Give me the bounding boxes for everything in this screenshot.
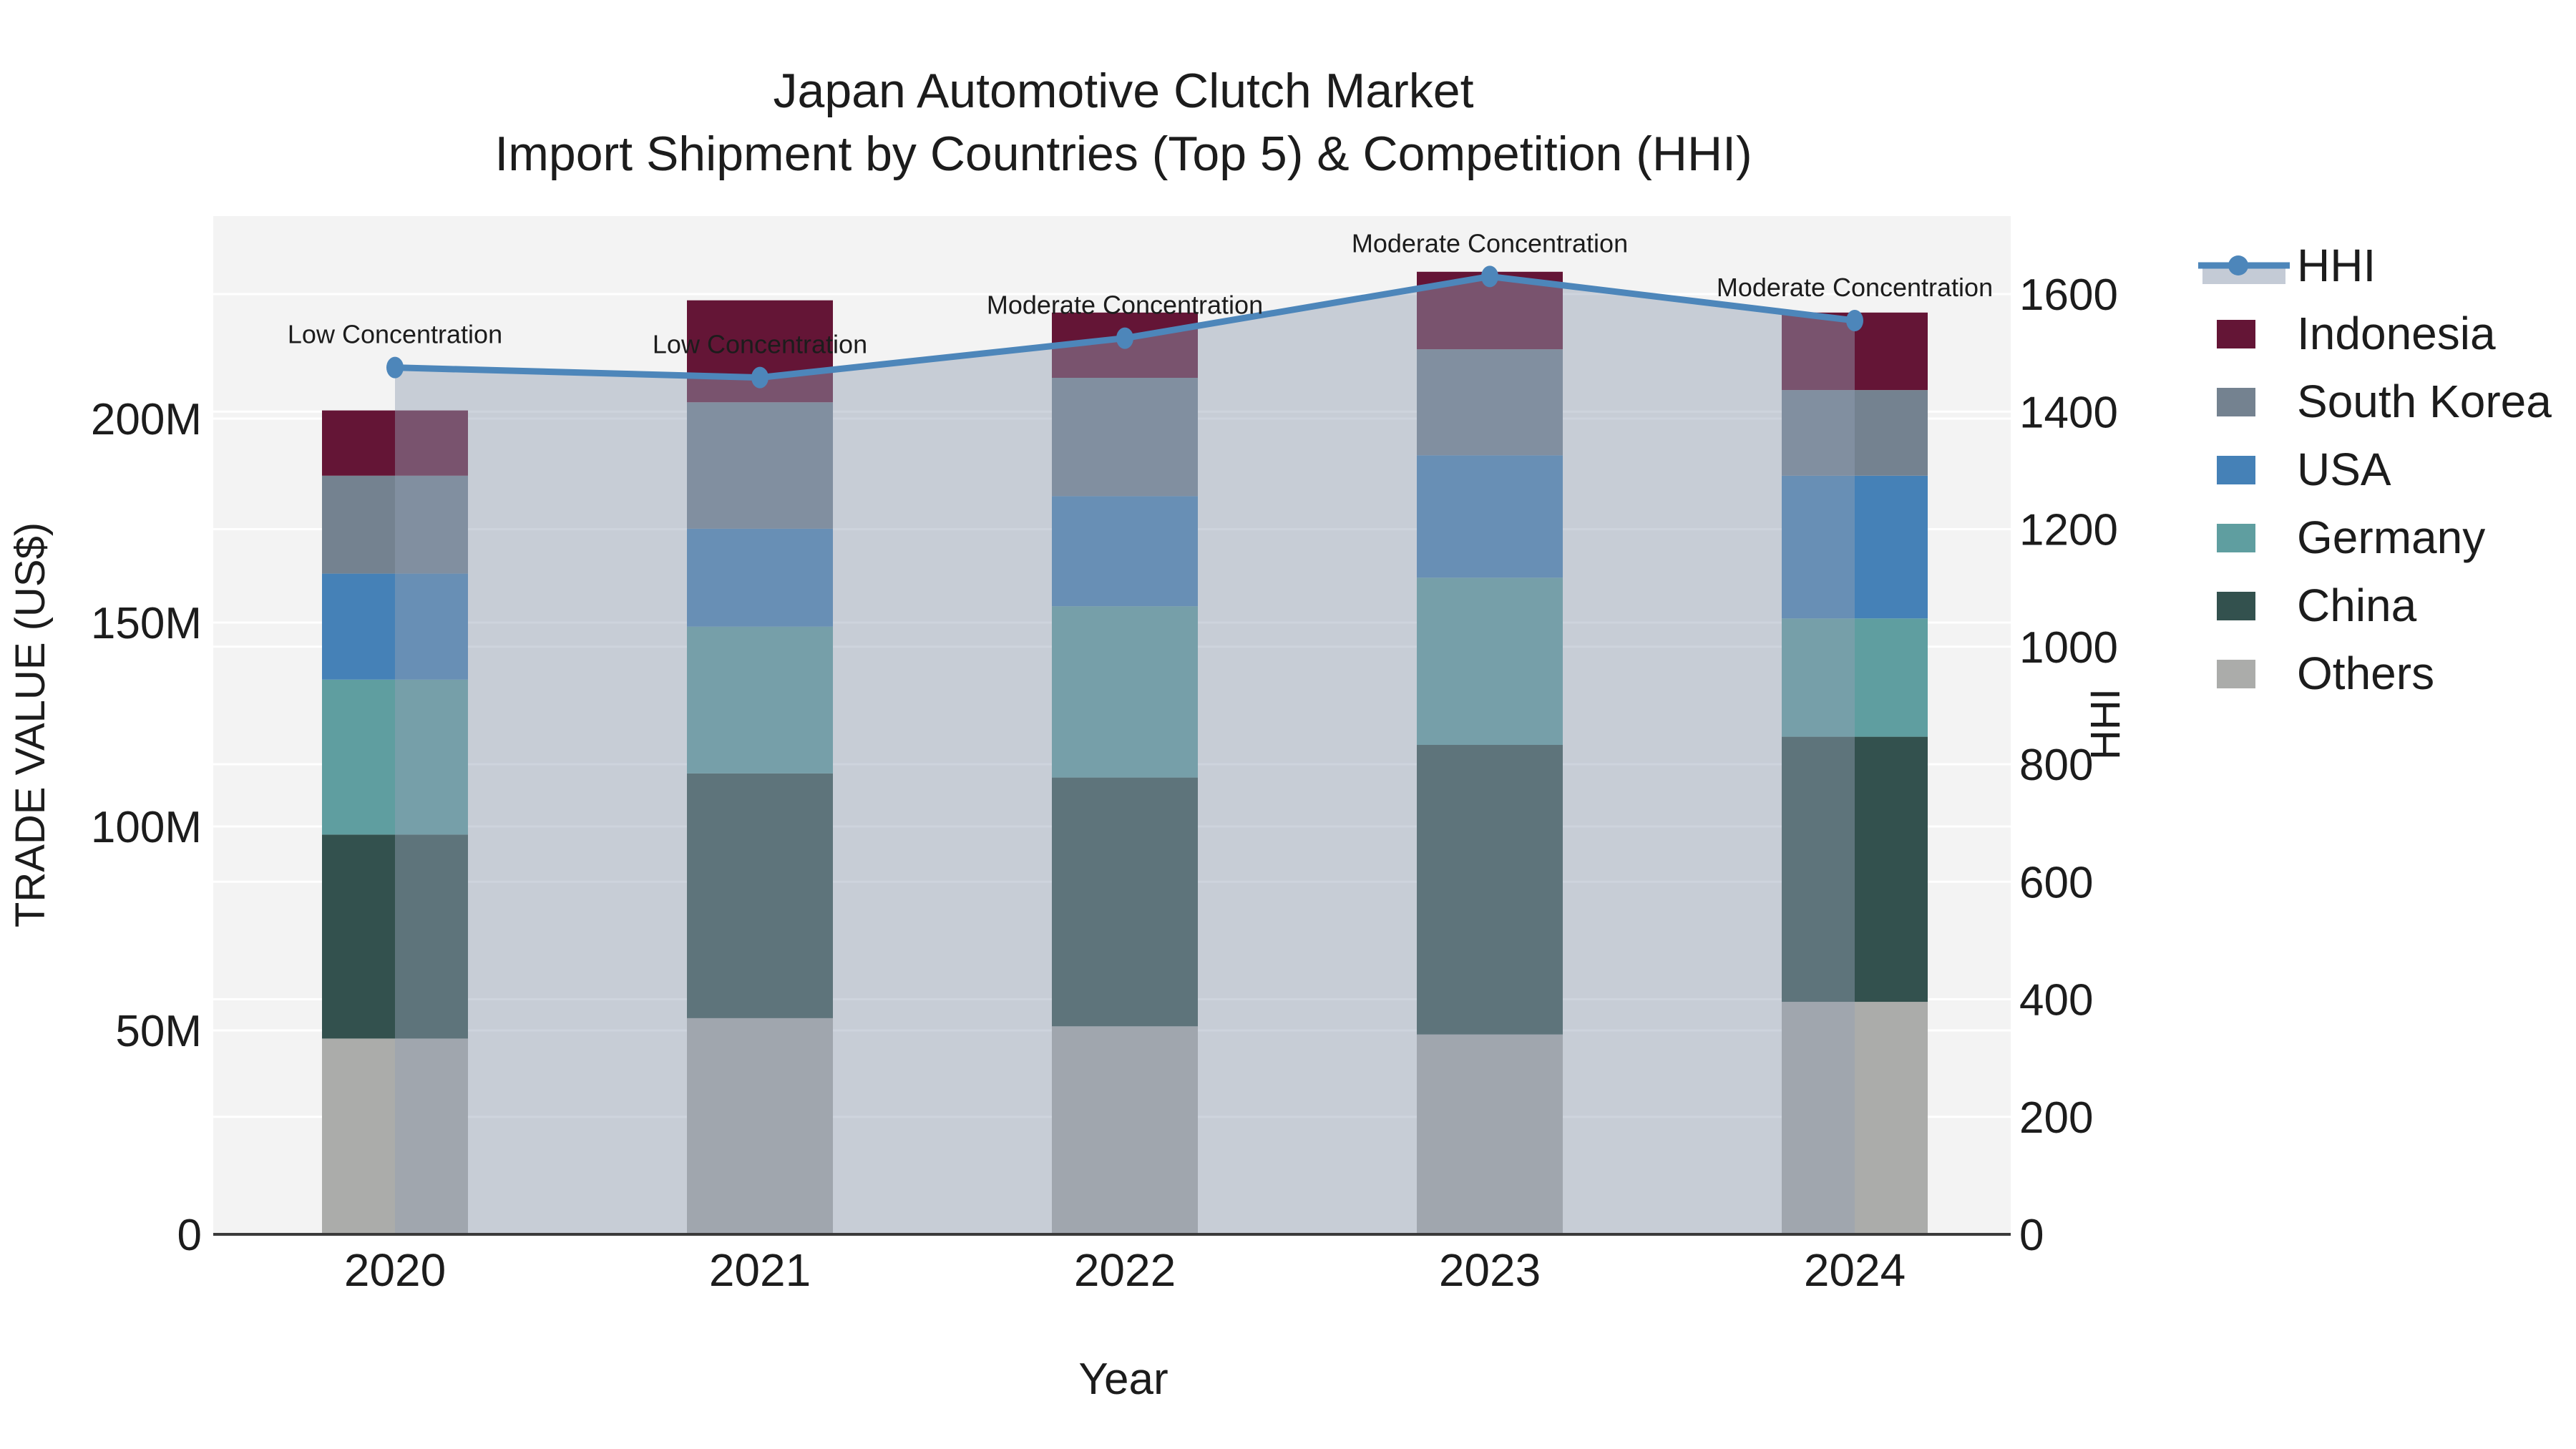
- hhi-marker-2020: [386, 356, 404, 379]
- annotation-2021: Low Concentration: [653, 330, 867, 359]
- bar-segment-2022-usa: [1052, 496, 1198, 607]
- y-right-tick-600: 600: [2019, 858, 2093, 907]
- y-left-axis-title: TRADE VALUE (US$): [7, 522, 54, 927]
- annotation-2024: Moderate Concentration: [1717, 273, 1993, 302]
- legend-item-south-korea[interactable]: South Korea: [2217, 376, 2552, 427]
- y-right-tick-1000: 1000: [2019, 623, 2118, 673]
- y-left-tick-200M: 200M: [91, 395, 202, 444]
- y-left-tick-50M: 50M: [115, 1007, 202, 1056]
- bar-segment-2020-others: [322, 1038, 468, 1234]
- y-right-tick-0: 0: [2019, 1211, 2044, 1260]
- legend-swatch-china: [2217, 592, 2255, 620]
- bar-segment-2023-germany: [1417, 577, 1563, 745]
- x-tick-2024: 2024: [1804, 1244, 1906, 1296]
- hhi-marker-2021: [751, 366, 769, 389]
- chart-subtitle: Import Shipment by Countries (Top 5) & C…: [494, 127, 1752, 181]
- legend-item-china[interactable]: China: [2217, 580, 2417, 631]
- y-left-tick-0: 0: [177, 1211, 202, 1260]
- bar-segment-2020-south-korea: [322, 475, 468, 574]
- bar-segment-2020-indonesia: [322, 410, 468, 476]
- legend-label-usa: USA: [2297, 444, 2391, 495]
- legend-item-others[interactable]: Others: [2217, 648, 2434, 699]
- legend-label-indonesia: Indonesia: [2297, 308, 2496, 359]
- y-right-tick-1400: 1400: [2019, 388, 2118, 437]
- legend-label-hhi: HHI: [2297, 240, 2376, 291]
- bar-segment-2024-others: [1782, 1002, 1928, 1234]
- legend-item-indonesia[interactable]: Indonesia: [2217, 308, 2496, 359]
- bar-segment-2021-usa: [687, 528, 833, 627]
- bar-segment-2024-china: [1782, 736, 1928, 1002]
- x-tick-2023: 2023: [1439, 1244, 1541, 1296]
- legend-swatch-usa: [2217, 456, 2255, 484]
- legend-item-hhi[interactable]: HHI: [2198, 240, 2376, 291]
- legend-swatch-indonesia: [2217, 320, 2255, 348]
- bar-segment-2021-others: [687, 1018, 833, 1234]
- bar-segment-2022-south-korea: [1052, 378, 1198, 497]
- x-axis-title: Year: [1078, 1355, 1168, 1404]
- bar-segment-2022-others: [1052, 1026, 1198, 1234]
- chart-title: Japan Automotive Clutch Market: [774, 64, 1474, 118]
- bar-segment-2023-usa: [1417, 455, 1563, 578]
- bar-segment-2022-germany: [1052, 606, 1198, 778]
- hhi-marker-2023: [1481, 265, 1498, 288]
- bar-segment-2020-usa: [322, 573, 468, 680]
- bar-segment-2024-south-korea: [1782, 390, 1928, 476]
- legend-label-germany: Germany: [2297, 512, 2485, 563]
- legend-swatch-south-korea: [2217, 388, 2255, 416]
- legend-label-china: China: [2297, 580, 2417, 631]
- bar-segment-2023-china: [1417, 745, 1563, 1035]
- bar-segment-2021-china: [687, 773, 833, 1018]
- y-right-tick-1600: 1600: [2019, 270, 2118, 320]
- bar-segment-2023-south-korea: [1417, 349, 1563, 456]
- y-left-tick-150M: 150M: [91, 599, 202, 648]
- legend-item-usa[interactable]: USA: [2217, 444, 2391, 495]
- bar-segment-2024-usa: [1782, 475, 1928, 619]
- legend-swatch-others: [2217, 660, 2255, 688]
- y-right-tick-800: 800: [2019, 741, 2093, 790]
- annotation-2023: Moderate Concentration: [1352, 228, 1628, 258]
- y-right-tick-400: 400: [2019, 976, 2093, 1025]
- bar-segment-2023-others: [1417, 1034, 1563, 1234]
- bar-segment-2021-germany: [687, 626, 833, 774]
- bar-segment-2021-south-korea: [687, 402, 833, 529]
- annotation-2022: Moderate Concentration: [987, 291, 1263, 320]
- legend-swatch-germany: [2217, 524, 2255, 552]
- y-left-tick-100M: 100M: [91, 803, 202, 852]
- hhi-area-fill: [395, 276, 1855, 1234]
- y-right-tick-1200: 1200: [2019, 506, 2118, 555]
- hhi-marker-2024: [1846, 309, 1863, 331]
- legend-label-south-korea: South Korea: [2297, 376, 2552, 427]
- bar-segment-2020-china: [322, 834, 468, 1039]
- x-tick-2022: 2022: [1074, 1244, 1176, 1296]
- hhi-marker-2022: [1116, 327, 1133, 349]
- bar-segment-2020-germany: [322, 679, 468, 835]
- x-tick-2020: 2020: [344, 1244, 446, 1296]
- legend-hhi-marker-icon: [2228, 255, 2248, 275]
- y-right-axis-title: HHI: [2082, 688, 2129, 760]
- bar-segment-2022-china: [1052, 777, 1198, 1027]
- y-right-tick-200: 200: [2019, 1093, 2093, 1143]
- legend-label-others: Others: [2297, 648, 2434, 699]
- bar-segment-2024-germany: [1782, 618, 1928, 737]
- x-tick-2021: 2021: [709, 1244, 811, 1296]
- annotation-2020: Low Concentration: [288, 320, 502, 349]
- legend-item-germany[interactable]: Germany: [2217, 512, 2485, 563]
